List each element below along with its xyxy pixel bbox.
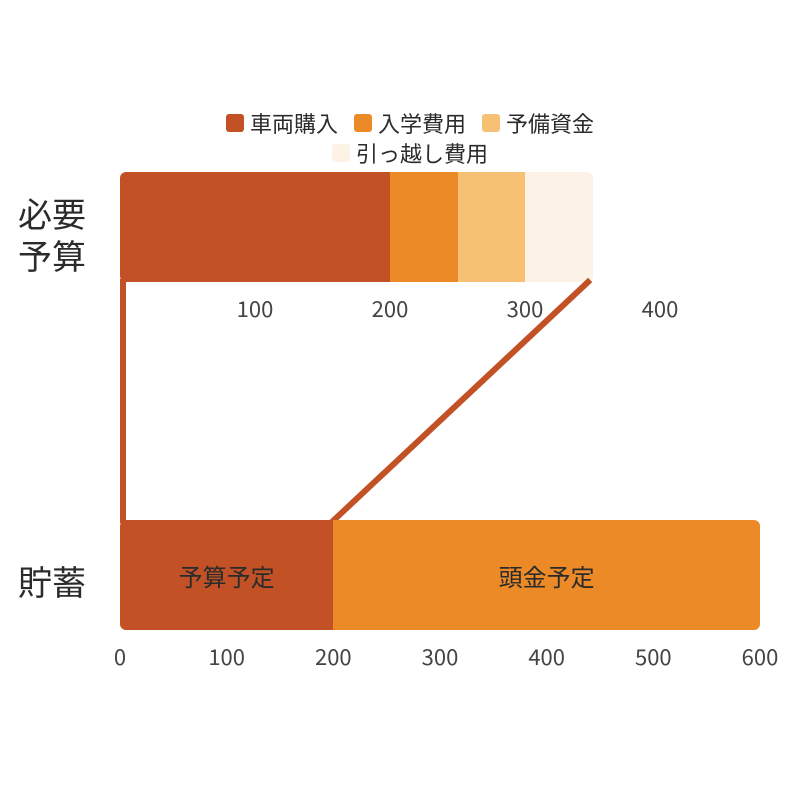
axis-tick: 600 <box>742 640 779 672</box>
legend-item: 車両購入 <box>226 108 338 138</box>
budget-chart: 車両購入 入学費用 予備資金引っ越し費用 必要 予算 100 200 300 400 貯蓄… <box>0 0 800 800</box>
legend-swatch <box>482 114 500 132</box>
legend-label: 引っ越し費用 <box>356 138 488 168</box>
bar-segment <box>120 172 390 282</box>
ylabel-bottom: 貯蓄 <box>18 560 86 602</box>
ylabel-top: 必要 予算 <box>18 192 86 276</box>
legend: 車両購入 入学費用 予備資金引っ越し費用 <box>140 108 680 168</box>
axis-tick: 400 <box>642 292 679 324</box>
axis-tick: 200 <box>372 292 409 324</box>
axis-tick: 400 <box>528 640 565 672</box>
legend-label: 車両購入 <box>250 108 338 138</box>
axis-tick: 200 <box>315 640 352 672</box>
legend-swatch <box>226 114 244 132</box>
legend-label: 予備資金 <box>506 108 594 138</box>
legend-item: 引っ越し費用 <box>332 138 488 168</box>
legend-label: 入学費用 <box>378 108 466 138</box>
bar-top <box>120 172 593 282</box>
bar-segment: 予算予定 <box>120 520 333 630</box>
bar-segment <box>458 172 526 282</box>
legend-item: 予備資金 <box>482 108 594 138</box>
legend-swatch <box>354 114 372 132</box>
bar-bottom: 予算予定頭金予定 <box>120 520 760 630</box>
legend-swatch <box>332 144 350 162</box>
axis-bottom: 0100200300400500600 <box>120 640 760 670</box>
bar-segment <box>525 172 593 282</box>
legend-item: 入学費用 <box>354 108 466 138</box>
axis-tick: 0 <box>114 640 126 672</box>
bar-segment <box>390 172 458 282</box>
axis-tick: 100 <box>208 640 245 672</box>
axis-tick: 300 <box>422 640 459 672</box>
bar-segment: 頭金予定 <box>333 520 760 630</box>
axis-tick: 300 <box>507 292 544 324</box>
axis-tick: 500 <box>635 640 672 672</box>
axis-tick: 100 <box>237 292 274 324</box>
axis-top: 100200300400 <box>120 292 660 322</box>
